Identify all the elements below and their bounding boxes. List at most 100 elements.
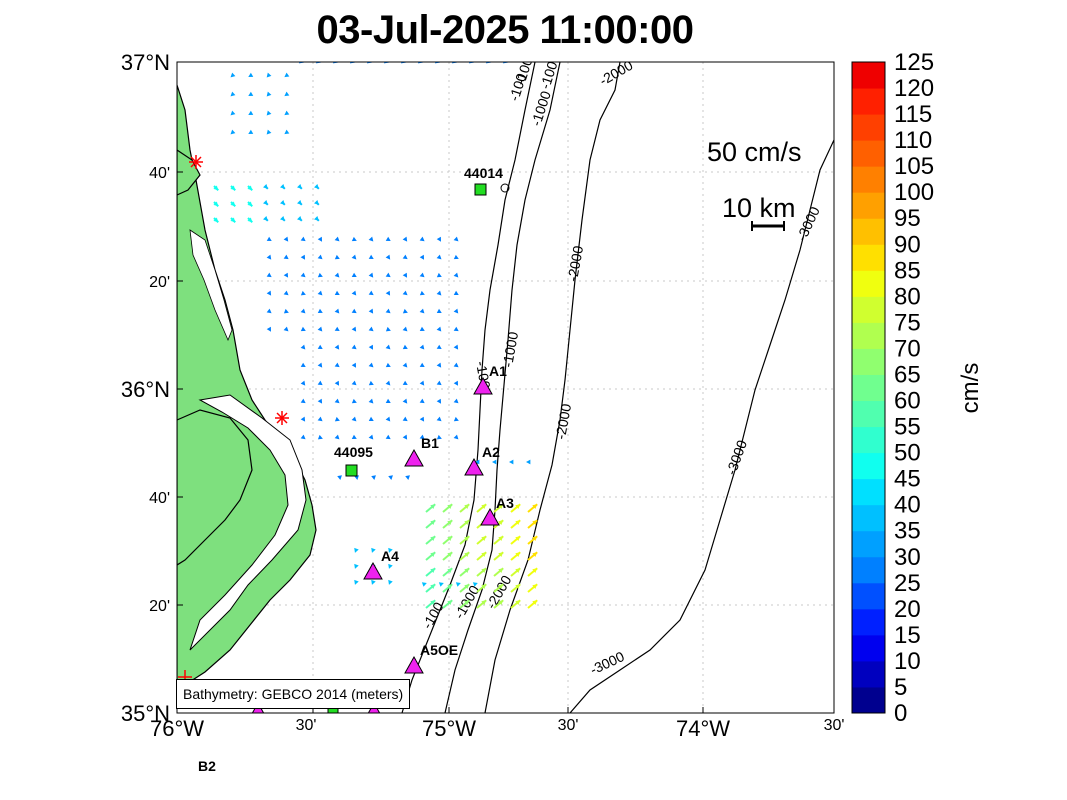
current-vector (351, 434, 357, 440)
current-vector (368, 290, 374, 296)
colorbar-tick-label: 15 (894, 622, 921, 649)
current-vector (317, 236, 323, 242)
current-vector (213, 217, 219, 223)
current-vector (385, 308, 391, 314)
current-vector (317, 398, 323, 404)
current-vector (368, 434, 374, 440)
colorbar-swatch (852, 400, 885, 428)
current-vector (368, 416, 374, 421)
current-vector (402, 290, 408, 296)
current-vector (419, 380, 425, 386)
current-vector (436, 290, 442, 296)
current-vector (300, 362, 306, 367)
current-vector (351, 398, 357, 404)
colorbar-swatch (852, 218, 885, 245)
distance-scale-bar (751, 221, 785, 231)
current-vector (368, 380, 374, 386)
colorbar-swatch (852, 322, 885, 349)
current-vector (351, 380, 357, 386)
station-label-b1: B1 (421, 435, 439, 451)
current-vector (425, 519, 436, 529)
colorbar-swatch (852, 478, 885, 506)
distance-scale-label: 10 km (722, 193, 796, 223)
current-vector (385, 272, 391, 278)
current-vector (300, 236, 306, 242)
current-vector (527, 583, 538, 593)
current-vector (436, 344, 442, 350)
current-vector (419, 326, 425, 332)
current-vector (459, 551, 470, 561)
current-vector (314, 200, 320, 206)
current-vector (266, 308, 272, 314)
current-vector (436, 236, 441, 242)
current-vector (472, 582, 478, 587)
current-vector (510, 551, 521, 561)
current-vector (419, 290, 425, 296)
colorbar-tick-label: 50 (894, 440, 921, 467)
current-vector (459, 599, 470, 609)
current-vector (453, 362, 459, 368)
current-vector (334, 236, 340, 242)
current-vector (442, 599, 453, 609)
current-vector (351, 290, 357, 296)
current-vector (280, 200, 286, 206)
current-vector (334, 344, 340, 350)
current-vector (436, 398, 442, 404)
current-vector (334, 362, 340, 368)
current-vector (263, 200, 269, 206)
current-vector (510, 583, 521, 593)
current-vector (453, 272, 459, 278)
gridlines (177, 62, 834, 713)
current-vector (453, 254, 459, 260)
contour-label: -1000 (499, 330, 521, 368)
colorbar-swatch (852, 348, 885, 375)
colorbar-swatch (852, 140, 885, 167)
current-vector (300, 344, 306, 350)
current-vector (385, 380, 391, 386)
current-vector (248, 110, 254, 115)
current-vector (368, 272, 374, 278)
current-vector (334, 272, 340, 278)
current-vector (337, 475, 342, 480)
current-vector (493, 583, 504, 593)
current-vector (451, 62, 457, 64)
current-vector (459, 535, 470, 545)
station-label-a4: A4 (381, 548, 399, 564)
current-vector (284, 110, 290, 116)
current-vector (527, 535, 538, 545)
current-vector (388, 579, 393, 585)
current-vector (493, 551, 504, 561)
colorbar-unit-label: cm/s (957, 363, 984, 414)
radar-a2-marker (464, 457, 484, 476)
current-vector (300, 272, 306, 278)
current-vector (266, 110, 272, 116)
current-vector (419, 308, 425, 314)
current-vector (459, 567, 470, 577)
current-vector (230, 201, 236, 207)
axis-tick-marks (177, 171, 704, 713)
current-vector (368, 254, 374, 259)
current-vector (453, 290, 459, 295)
current-vector (436, 254, 442, 260)
current-vector (334, 380, 340, 386)
current-vector (400, 62, 406, 64)
current-vector (283, 326, 289, 332)
colorbar-tick-label: 20 (894, 596, 921, 623)
current-vector (442, 567, 453, 577)
colorbar-swatch (852, 426, 885, 454)
current-vector (317, 362, 323, 368)
colorbar-tick-label: 45 (894, 466, 921, 493)
current-vector (476, 583, 487, 593)
current-vector (263, 184, 269, 190)
colorbar-tick-label: 25 (894, 570, 921, 597)
current-vector (527, 519, 538, 529)
current-vector (419, 362, 425, 368)
current-vector (230, 110, 236, 116)
radar-a3-marker (480, 507, 500, 526)
current-vector (421, 582, 427, 587)
colorbar-swatch (852, 608, 885, 636)
current-vector (266, 290, 272, 296)
y-axis-labels: 37°N 40' 20' 36°N 40' 20' 35°N (121, 50, 170, 726)
colorbar-tick-label: 5 (894, 674, 907, 701)
